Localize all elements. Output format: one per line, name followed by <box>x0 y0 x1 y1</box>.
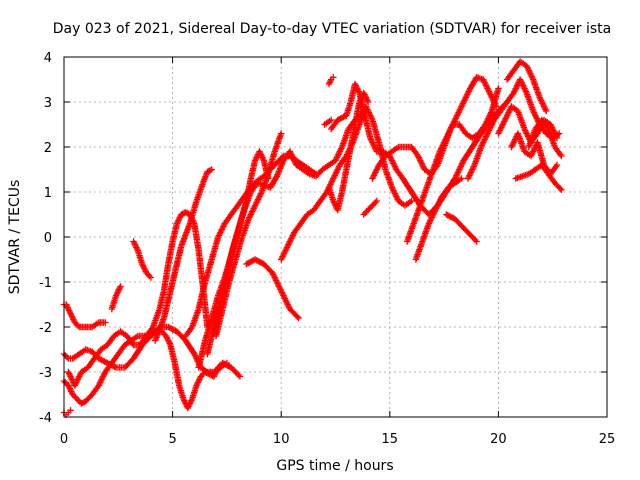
y-tick-label: 1 <box>44 186 52 201</box>
data-series-3 <box>60 301 109 331</box>
series-markers <box>512 161 565 193</box>
y-tick-label: -2 <box>39 321 52 336</box>
series-markers <box>404 85 502 245</box>
x-tick-label: 25 <box>599 432 616 447</box>
data-series-17 <box>321 116 335 128</box>
data-series-18 <box>325 74 337 88</box>
x-axis-title: GPS time / hours <box>276 458 393 474</box>
series-markers <box>212 130 285 340</box>
series-markers <box>204 148 272 358</box>
y-tick-label: -3 <box>39 366 52 381</box>
x-tick-label: 10 <box>273 432 290 447</box>
y-tick-label: 2 <box>44 141 52 156</box>
series-markers <box>360 197 380 218</box>
x-tick-label: 5 <box>168 432 176 447</box>
data-series-2 <box>65 209 211 389</box>
x-tick-label: 20 <box>490 432 507 447</box>
series-markers <box>443 211 480 245</box>
data-series-19 <box>360 197 380 218</box>
data-series-11 <box>204 148 272 358</box>
series-markers <box>243 256 302 322</box>
data-series-28 <box>512 161 565 193</box>
y-tick-label: 4 <box>44 51 52 66</box>
data-series-10 <box>195 110 365 371</box>
series-markers <box>152 166 215 344</box>
series-markers <box>130 238 155 281</box>
chart-title: Day 023 of 2021, Sidereal Day-to-day VTE… <box>53 21 611 37</box>
y-tick-label: 3 <box>44 96 52 111</box>
data-points <box>60 58 565 418</box>
plot-frame <box>63 56 608 418</box>
y-axis-title: SDTVAR / TECUs <box>7 180 23 295</box>
data-series-21 <box>404 85 502 245</box>
data-series-5 <box>60 407 74 418</box>
series-markers <box>321 116 335 128</box>
y-tick-label: -1 <box>39 276 52 291</box>
series-markers <box>108 283 124 313</box>
x-tick-label: 0 <box>60 432 68 447</box>
data-series-22 <box>412 175 465 263</box>
series-markers <box>412 175 465 263</box>
axis-ticks: 0 5 10 15 20 25 -4 -3 -2 -1 0 1 2 3 4 <box>39 51 615 447</box>
data-series-7 <box>108 283 124 313</box>
series-markers <box>195 110 365 371</box>
grid <box>64 57 607 417</box>
series-markers <box>60 407 74 418</box>
series-markers <box>525 116 565 160</box>
data-series-13 <box>243 256 302 322</box>
data-series-12 <box>212 130 285 340</box>
y-tick-label: 0 <box>44 231 52 246</box>
y-tick-label: -4 <box>39 411 52 426</box>
series-markers <box>325 74 337 88</box>
series-markers <box>60 301 109 331</box>
data-series-23 <box>443 211 480 245</box>
x-tick-label: 15 <box>382 432 399 447</box>
series-markers <box>65 209 211 389</box>
data-series-8 <box>152 166 215 344</box>
data-series-6 <box>130 238 155 281</box>
series-markers <box>503 58 550 115</box>
data-series-29 <box>525 116 565 160</box>
data-series-26 <box>503 58 550 115</box>
